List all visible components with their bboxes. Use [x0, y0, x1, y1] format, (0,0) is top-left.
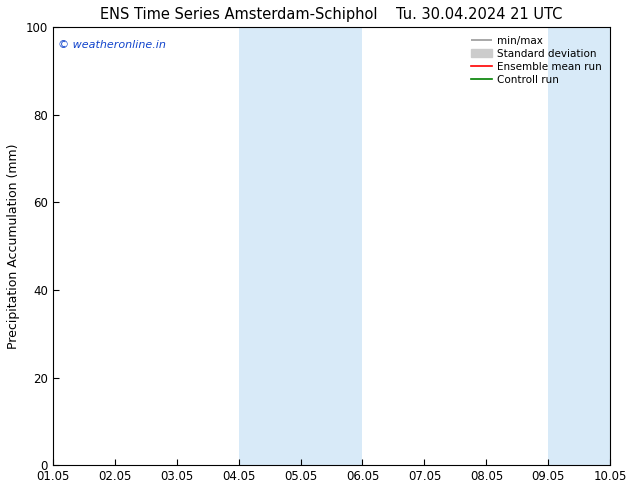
Bar [238, 27, 363, 465]
Bar [548, 27, 634, 465]
Title: ENS Time Series Amsterdam-Schiphol    Tu. 30.04.2024 21 UTC: ENS Time Series Amsterdam-Schiphol Tu. 3… [100, 7, 563, 22]
Y-axis label: Precipitation Accumulation (mm): Precipitation Accumulation (mm) [7, 144, 20, 349]
Text: © weatheronline.in: © weatheronline.in [58, 40, 166, 50]
Legend: min/max, Standard deviation, Ensemble mean run, Controll run: min/max, Standard deviation, Ensemble me… [468, 32, 605, 88]
